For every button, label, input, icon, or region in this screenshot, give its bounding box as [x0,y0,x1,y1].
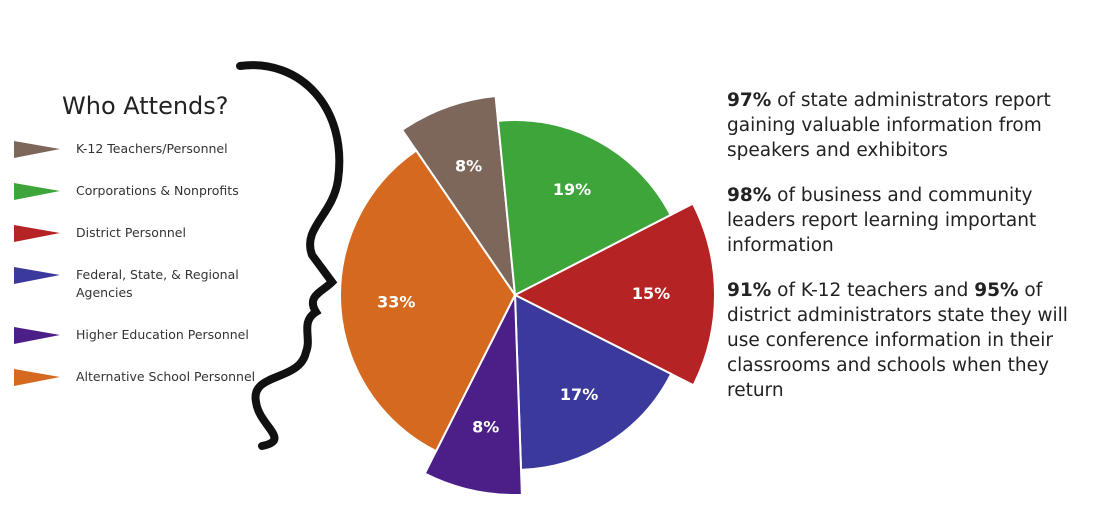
slice-label: 33% [377,292,415,311]
legend-swatch [14,225,60,242]
statement-highlight: 95% [974,280,1018,301]
statement-text: of K-12 teachers and [771,280,974,301]
slice-label: 17% [560,385,598,404]
statement-text: of state administrators report gaining v… [727,90,1051,161]
legend-label: Higher Education Personnel [76,326,276,344]
legend-swatch [14,141,60,158]
legend-label: Corporations & Nonprofits [76,182,276,200]
slice-label: 8% [472,417,499,436]
statement: 97% of state administrators report gaini… [727,88,1097,163]
legend-swatch [14,267,60,284]
statements: 97% of state administrators report gaini… [727,88,1097,423]
statement-highlight: 97% [727,90,771,111]
slice-label: 15% [632,284,670,303]
statement: 91% of K-12 teachers and 95% of district… [727,278,1097,403]
slice-label: 19% [553,180,591,199]
head-outline [240,65,339,446]
legend-swatch [14,369,60,386]
chart-title: Who Attends? [62,92,229,120]
infographic: 8% 19% 15% 17% 8% 33% Who Attends? 97% of sta… [0,0,1107,512]
statement: 98% of business and community leaders re… [727,183,1097,258]
legend-swatch [14,183,60,200]
slice-label: 8% [455,157,482,176]
legend-label: District Personnel [76,224,276,242]
legend-label: K-12 Teachers/Personnel [76,140,276,158]
statement-text: of business and community leaders report… [727,185,1036,256]
statement-highlight: 98% [727,185,771,206]
legend-label: Alternative School Personnel [76,368,276,386]
legend-label: Federal, State, & Regional Agencies [76,266,276,302]
legend-swatch [14,327,60,344]
statement-highlight: 91% [727,280,771,301]
